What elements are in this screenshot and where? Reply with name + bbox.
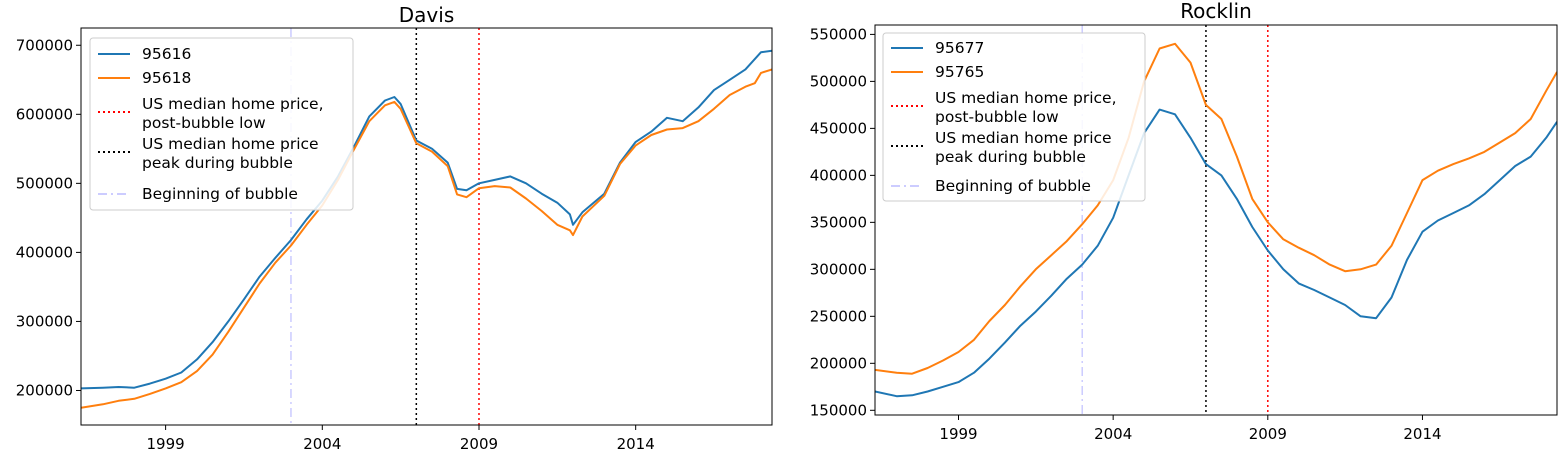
y-tick-label: 200000 (16, 381, 73, 399)
plot-area (81, 28, 772, 425)
y-tick-label: 400000 (16, 243, 73, 261)
x-tick-label: 2009 (1249, 425, 1287, 443)
legend-label: peak during bubble (142, 154, 293, 172)
chart-panel-davis: Davis 1999 2004 2009 2014 200000 300000 400000 5… (16, 3, 773, 453)
x-tick-label: 2014 (1403, 425, 1441, 443)
series-line-95765 (875, 42, 1557, 375)
legend-label: US median home price, (142, 95, 324, 113)
y-tick-label: 150000 (810, 401, 867, 419)
legend-label: Beginning of bubble (142, 185, 298, 203)
legend-label: 95618 (142, 69, 191, 87)
legend-box (882, 32, 1146, 202)
y-tick-label: 600000 (16, 105, 73, 123)
x-tick-label: 2004 (303, 435, 341, 453)
axes-frame (874, 24, 1558, 416)
legend-label: Beginning of bubble (935, 177, 1091, 195)
y-tick-label: 550000 (810, 25, 867, 43)
series-line-95677 (875, 108, 1557, 398)
legend-label: 95616 (142, 45, 191, 63)
series-line-95616 (81, 49, 772, 390)
y-tick-label: 450000 (810, 119, 867, 137)
legend-label: US median home price, (935, 89, 1117, 107)
y-tick-label: 250000 (810, 307, 867, 325)
axes-frame (80, 27, 773, 426)
chart-rocklin: Rocklin 1999 2004 2009 2014 150000 200000 25000… (810, 0, 1558, 443)
legend-label: US median home price (935, 129, 1112, 147)
y-tick-label: 700000 (16, 36, 73, 54)
x-tick-label: 2009 (460, 435, 498, 453)
legend-label: 95677 (935, 39, 984, 57)
legend-label: post-bubble low (142, 114, 266, 132)
chart-title: Davis (399, 3, 454, 27)
legend-label: 95765 (935, 63, 984, 81)
y-tick-label: 400000 (810, 166, 867, 184)
legend-box (89, 37, 354, 211)
legend-label: peak during bubble (935, 148, 1086, 166)
legend: 95677 95765 US median home price,post-bubb… (882, 32, 1146, 202)
y-tick-label: 300000 (16, 312, 73, 330)
x-tick-label: 2014 (617, 435, 655, 453)
legend-label: US median home price (142, 135, 319, 153)
y-tick-label: 500000 (16, 174, 73, 192)
series-line-95618 (81, 68, 772, 409)
x-tick-label: 1999 (147, 435, 185, 453)
y-tick-label: 350000 (810, 213, 867, 231)
chart-davis: Davis 1999 2004 2009 2014 200000 300000 400000 5… (16, 3, 773, 453)
x-tick-label: 1999 (939, 425, 977, 443)
chart-title: Rocklin (1180, 0, 1252, 23)
legend-label: post-bubble low (935, 108, 1059, 126)
x-tick-label: 2004 (1094, 425, 1132, 443)
plot-area (875, 25, 1557, 415)
y-tick-label: 500000 (810, 72, 867, 90)
y-tick-label: 200000 (810, 354, 867, 372)
y-tick-label: 300000 (810, 260, 867, 278)
chart-panel-rocklin: Rocklin 1999 2004 2009 2014 150000 200000 25000… (790, 0, 1566, 456)
legend: 95616 95618 US median home price,post-bubb… (89, 37, 354, 211)
